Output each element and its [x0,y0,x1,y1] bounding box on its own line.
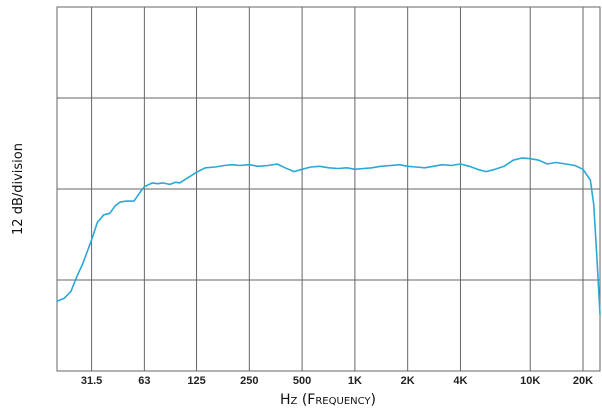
y-axis-label: 12 dB/division [11,143,26,235]
series-layer [56,157,601,315]
x-axis-label-part: REQUENCY [315,396,371,407]
x-tick-label: 20K [573,375,593,387]
x-tick-labels: 31.5 63 125 250 500 1K 2K 4K 10K 20K [81,375,593,387]
response-curve-line [56,157,601,315]
x-axis-label-part: Z [291,396,298,407]
x-tick-label: 500 [293,375,311,387]
plot-area [56,6,601,372]
x-axis-label-part: H [280,392,291,408]
x-tick-label: 31.5 [81,375,102,387]
x-tick-label: 1K [348,375,362,387]
x-axis-label: HZ (FREQUENCY) [280,392,376,408]
x-tick-label: 2K [401,375,415,387]
x-tick-label: 10K [520,375,540,387]
x-axis-label-part: (F [297,392,315,408]
grid-lines [57,7,600,371]
x-tick-label: 4K [453,375,467,387]
x-tick-label: 250 [240,375,258,387]
x-axis-label-part: ) [371,392,376,408]
x-tick-label: 63 [138,375,150,387]
x-tick-label: 125 [187,375,205,387]
